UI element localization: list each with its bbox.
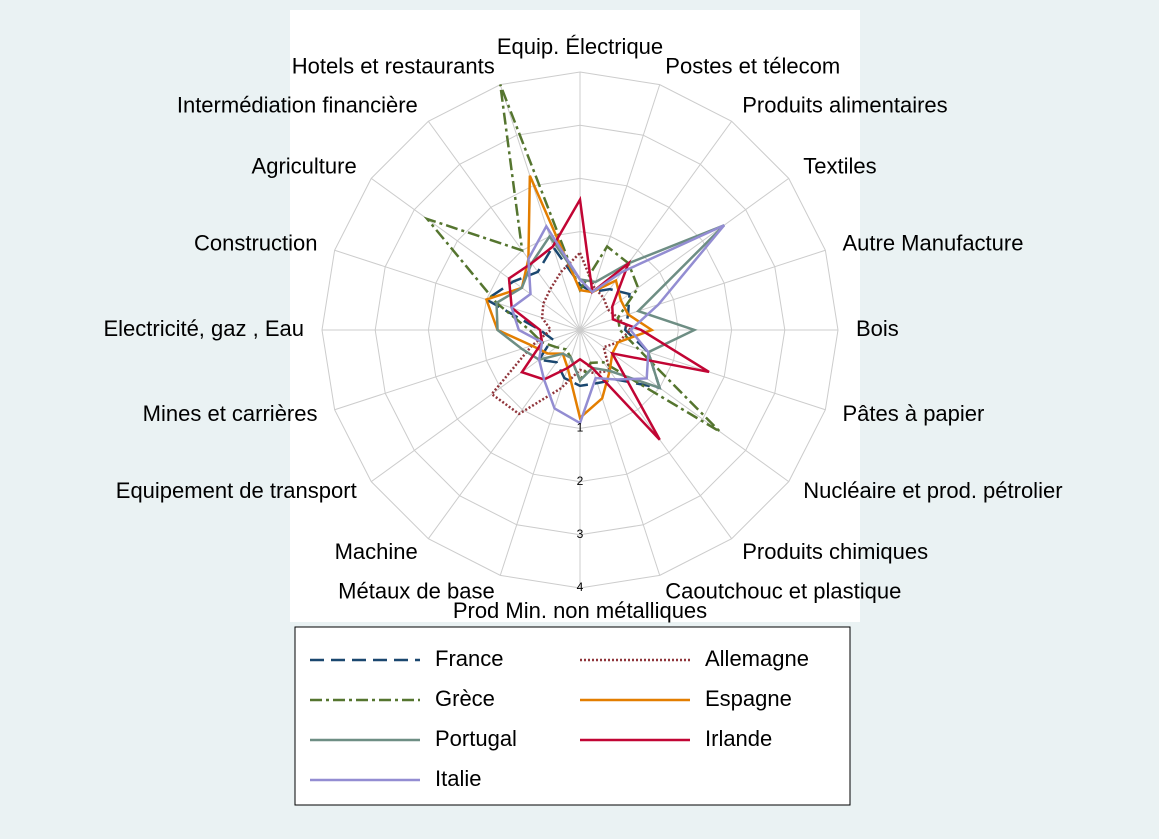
series-line xyxy=(507,195,710,441)
legend-label: Grèce xyxy=(435,686,495,711)
series-line xyxy=(510,223,726,425)
axis-label: Métaux de base xyxy=(338,578,495,603)
series-line xyxy=(495,224,726,390)
axis-label: Textiles xyxy=(803,154,876,179)
series-line xyxy=(484,244,662,390)
spoke xyxy=(579,329,790,483)
spoke xyxy=(370,177,581,331)
axis-label: Prod Min. non métalliques xyxy=(453,598,707,623)
grid xyxy=(321,71,839,589)
r-tick-label: 3 xyxy=(577,527,584,541)
spoke xyxy=(499,84,581,331)
legend-label: Espagne xyxy=(705,686,792,711)
axis-label: Produits chimiques xyxy=(742,539,928,564)
spoke xyxy=(427,120,581,331)
series-lines xyxy=(423,84,726,441)
axis-label: Mines et carrières xyxy=(143,401,318,426)
spoke xyxy=(427,329,581,540)
r-tick-label: 2 xyxy=(577,474,584,488)
axis-label: Machine xyxy=(335,539,418,564)
spoke xyxy=(334,329,581,411)
axis-label: Caoutchouc et plastique xyxy=(665,578,901,603)
axis-label: Produits alimentaires xyxy=(742,93,947,118)
legend-label: Italie xyxy=(435,766,481,791)
axis-label: Construction xyxy=(194,231,318,256)
spoke xyxy=(499,329,581,576)
r-tick-label: 4 xyxy=(577,580,584,594)
spoke xyxy=(579,177,790,331)
axis-label: Pâtes à papier xyxy=(842,401,984,426)
legend-label: Allemagne xyxy=(705,646,809,671)
axis-label: Nucléaire et prod. pétrolier xyxy=(803,478,1062,503)
axis-label: Postes et télecom xyxy=(665,53,840,78)
series-line xyxy=(489,250,633,416)
spoke xyxy=(334,249,581,331)
legend-label: France xyxy=(435,646,503,671)
axis-label: Equip. Électrique xyxy=(497,34,663,59)
spoke xyxy=(370,329,581,483)
axis-label: Equipement de transport xyxy=(116,478,357,503)
axis-label: Electricité, gaz , Eau xyxy=(103,316,304,341)
axis-label: Hotels et restaurants xyxy=(292,53,495,78)
legend-box xyxy=(294,626,851,806)
spoke xyxy=(579,120,733,331)
legend-label: Portugal xyxy=(435,726,517,751)
legend: France Allemagne Grèce Espagne Portugal Irlan… xyxy=(310,646,809,791)
legend-label: Irlande xyxy=(705,726,772,751)
r-tick-label: 1 xyxy=(577,421,584,435)
axis-label: Bois xyxy=(856,316,899,341)
spoke xyxy=(579,329,661,576)
axis-label: Autre Manufacture xyxy=(842,231,1023,256)
spoke xyxy=(579,84,661,331)
axis-label: Intermédiation financière xyxy=(177,93,418,118)
axis-label: Agriculture xyxy=(252,154,357,179)
spoke xyxy=(579,249,826,331)
